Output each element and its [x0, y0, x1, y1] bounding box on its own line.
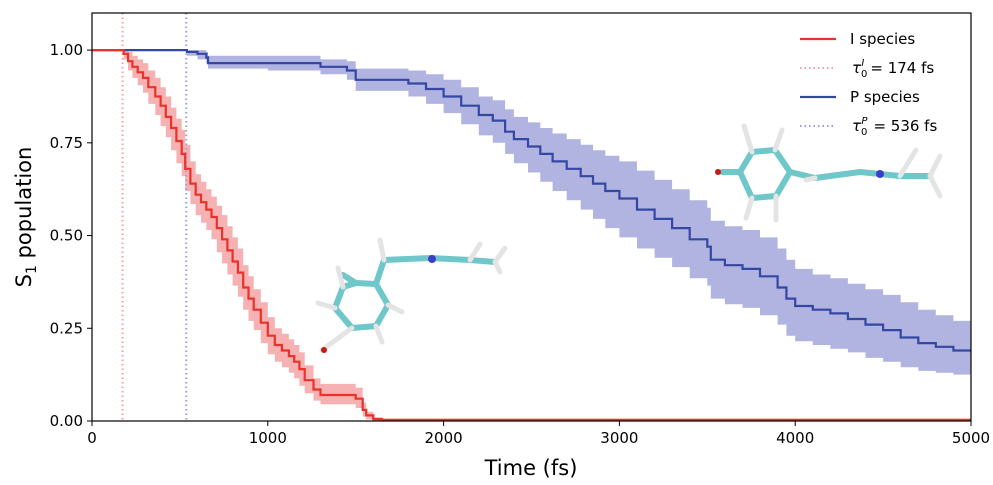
y-tick-label: 0.00 — [50, 412, 83, 430]
x-axis-title: Time (fs) — [484, 456, 578, 480]
molecule-p-species-image — [715, 123, 943, 223]
legend: I species τ0I = 174 fs P species τ0P = 536… — [800, 30, 937, 138]
legend-label-i-species: I species — [850, 30, 915, 48]
legend-label-p-species: P species — [850, 88, 920, 106]
x-tick-label: 2000 — [425, 429, 463, 447]
y-tick-label: 0.75 — [50, 134, 83, 152]
y-axis: 0.00 0.25 0.50 0.75 1.00 — [50, 41, 92, 430]
tau-reference-lines — [121, 13, 188, 421]
y-tick-label: 0.25 — [50, 319, 83, 337]
band-p-species — [92, 50, 971, 377]
molecule-i-species-image — [315, 237, 508, 353]
y-tick-label: 0.50 — [50, 227, 83, 245]
x-axis: 0 1000 2000 3000 4000 5000 — [87, 421, 990, 447]
legend-label-tau-i: τ0I = 174 fs — [852, 58, 934, 80]
plot-frame — [91, 12, 972, 422]
line-i-species — [92, 49, 971, 421]
x-tick-label: 3000 — [600, 429, 638, 447]
x-tick-label: 0 — [87, 429, 97, 447]
y-tick-label: 1.00 — [50, 41, 83, 59]
y-axis-title: S1 population — [12, 147, 40, 288]
x-tick-label: 1000 — [249, 429, 287, 447]
legend-label-tau-p: τ0P = 536 fs — [852, 116, 937, 138]
line-p-species — [92, 49, 971, 353]
uncertainty-bands — [92, 50, 971, 421]
x-tick-label: 4000 — [776, 429, 814, 447]
band-i-species — [92, 50, 971, 421]
x-tick-label: 5000 — [952, 429, 990, 447]
series-lines — [92, 49, 971, 421]
